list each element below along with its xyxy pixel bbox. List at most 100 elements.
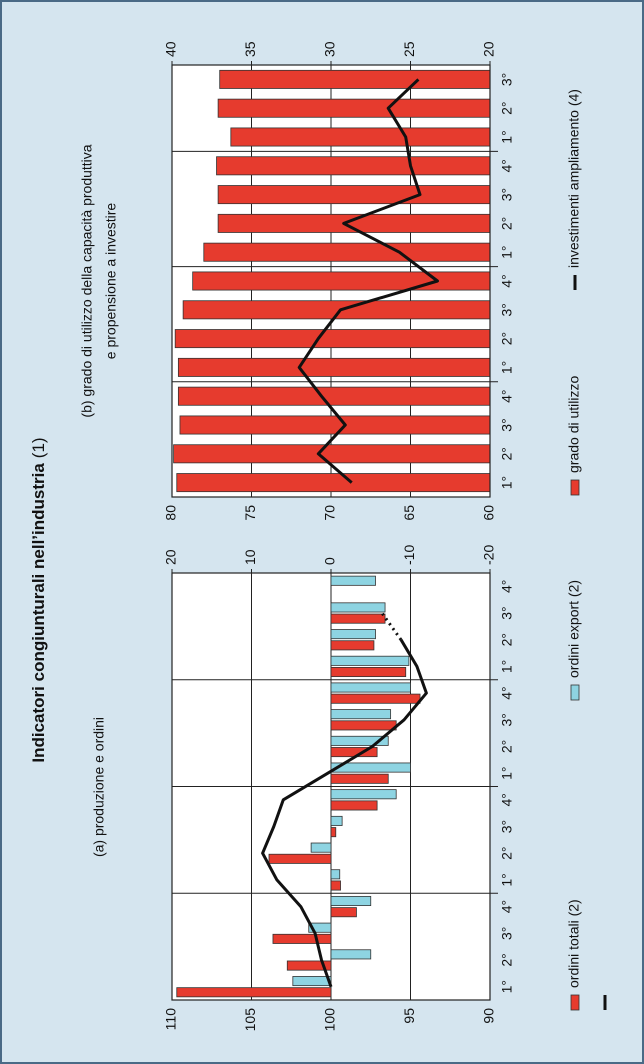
x-tick-label: 3° <box>499 820 515 833</box>
x-tick-label: 1° <box>499 130 515 143</box>
y-tick-label: 75 <box>242 505 258 521</box>
bar <box>272 933 332 944</box>
bar <box>310 842 332 853</box>
bar <box>217 98 491 118</box>
legend-swatch <box>570 479 580 496</box>
x-tick-label: 3° <box>499 418 515 431</box>
x-tick-label: 3° <box>499 73 515 86</box>
plot-border <box>171 572 491 1001</box>
bar <box>330 800 378 811</box>
legend-label: ordini totali (2) <box>566 899 582 988</box>
bar <box>286 960 332 971</box>
x-tick-label: 3° <box>499 188 515 201</box>
x-tick-label: 2° <box>499 633 515 646</box>
y2-tick-label: 25 <box>401 41 417 57</box>
x-tick-label: 1° <box>499 660 515 673</box>
bar <box>330 869 341 880</box>
bar <box>330 682 411 693</box>
bar <box>330 720 397 731</box>
x-tick-label: 2° <box>499 217 515 230</box>
y-tick-label: 95 <box>401 1008 417 1024</box>
x-tick-label: 4° <box>499 793 515 806</box>
line-series <box>297 78 439 484</box>
x-tick-label: 1° <box>499 980 515 993</box>
bar <box>219 69 491 89</box>
bar <box>330 629 376 640</box>
y2-tick-label: 10 <box>242 549 258 565</box>
bar <box>216 156 491 176</box>
rotated-figure: Indicatori congiunturali nell’industria (… <box>29 41 607 1032</box>
x-tick-label: 2° <box>499 102 515 115</box>
x-tick-label: 1° <box>499 246 515 259</box>
bar <box>174 329 491 349</box>
bar <box>330 575 376 586</box>
x-tick-label: 4° <box>499 274 515 287</box>
bar <box>330 709 392 720</box>
bar <box>330 667 407 678</box>
x-tick-label: 4° <box>499 580 515 593</box>
x-tick-label: 4° <box>499 686 515 699</box>
bar <box>292 976 332 987</box>
x-tick-label: 4° <box>499 390 515 403</box>
legend-label: ordini export (2) <box>566 580 582 678</box>
bar <box>330 613 386 624</box>
legend-label: investimenti ampliamento (4) <box>566 89 582 268</box>
x-tick-label: 4° <box>499 159 515 172</box>
y2-tick-label: 35 <box>242 41 258 57</box>
bar <box>177 357 491 377</box>
bar <box>330 880 341 891</box>
x-tick-label: 2° <box>499 953 515 966</box>
bar <box>217 185 491 205</box>
y-tick-label: 110 <box>163 1008 179 1031</box>
x-tick-label: 2° <box>499 740 515 753</box>
bar <box>330 693 421 704</box>
panel-title: (b) grado di utilizzo della capacità pro… <box>79 144 95 417</box>
legend-swatch <box>570 684 580 701</box>
bar <box>177 386 491 406</box>
y-tick-label: 60 <box>481 505 497 521</box>
bar <box>330 789 397 800</box>
bar <box>330 773 389 784</box>
bar <box>330 735 389 746</box>
y2-tick-label: 20 <box>163 549 179 565</box>
plot-border <box>171 64 491 498</box>
x-tick-label: 3° <box>499 303 515 316</box>
y-tick-label: 90 <box>481 1008 497 1024</box>
y2-tick-label: 30 <box>322 41 338 57</box>
bar <box>330 655 410 666</box>
y-tick-label: 70 <box>322 505 338 521</box>
x-tick-label: 3° <box>499 713 515 726</box>
y2-tick-label: -20 <box>481 545 497 565</box>
y-tick-label: 80 <box>163 505 179 521</box>
panel-title: e propensione a investire <box>103 203 119 360</box>
bar <box>176 473 491 493</box>
title-main: Indicatori congiunturali nell’industria <box>29 463 48 763</box>
bar <box>203 242 491 262</box>
x-tick-label: 2° <box>499 847 515 860</box>
x-tick-label: 2° <box>499 447 515 460</box>
x-tick-label: 1° <box>499 766 515 779</box>
x-tick-label: 2° <box>499 332 515 345</box>
bar <box>330 602 386 613</box>
y2-tick-label: 40 <box>163 41 179 57</box>
y-tick-label: 65 <box>401 505 417 521</box>
bar <box>268 853 332 864</box>
x-tick-label: 1° <box>499 361 515 374</box>
bar <box>230 127 491 147</box>
bar <box>192 271 491 291</box>
x-tick-label: 1° <box>499 476 515 489</box>
line-series <box>261 638 428 988</box>
x-tick-label: 4° <box>499 900 515 913</box>
figure-title: Indicatori congiunturali nell’industria (… <box>29 437 48 762</box>
y-tick-label: 105 <box>242 1008 258 1032</box>
y2-tick-label: -10 <box>401 545 417 565</box>
y2-tick-label: 0 <box>322 557 338 565</box>
bar <box>330 949 372 960</box>
legend-label: grado di utilizzo <box>566 376 582 473</box>
y-tick-label: 100 <box>322 1008 338 1032</box>
bar <box>330 762 411 773</box>
bar <box>179 415 491 435</box>
legend-swatch <box>570 994 580 1011</box>
bar <box>176 987 332 998</box>
